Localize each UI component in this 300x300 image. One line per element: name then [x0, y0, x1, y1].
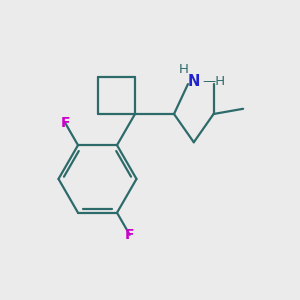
Text: F: F: [125, 228, 134, 242]
Text: N: N: [188, 74, 200, 88]
Text: —H: —H: [202, 75, 225, 88]
Text: H: H: [178, 63, 188, 76]
Text: F: F: [61, 116, 70, 130]
